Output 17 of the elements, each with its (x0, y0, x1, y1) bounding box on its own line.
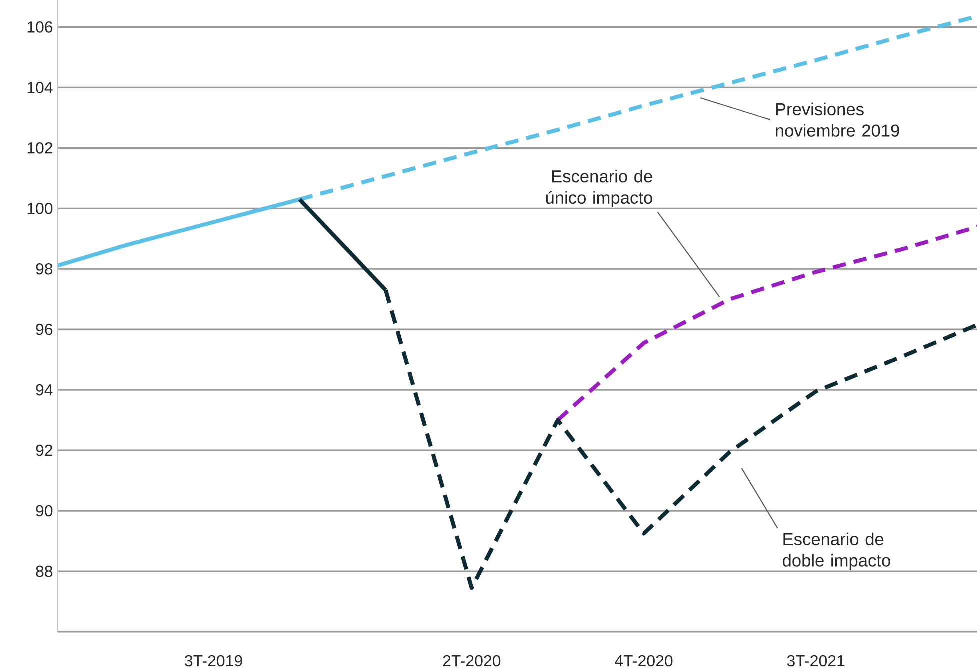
y-tick-label: 96 (36, 324, 53, 336)
y-tick-label: 100 (28, 202, 53, 214)
annotation: Escenario de único impacto (546, 170, 652, 208)
x-tick-label: 4T-2020 (615, 655, 673, 667)
y-tick-label: 90 (36, 505, 53, 517)
y-tick-label: 106 (28, 22, 53, 33)
y-tick-label: 102 (28, 142, 52, 154)
y-tick-label: 94 (36, 384, 53, 396)
y-tick-label: 104 (28, 82, 53, 94)
annotation: Escenario de doble impacto (783, 532, 890, 570)
y-tick-label: 88 (36, 566, 53, 578)
x-tick-label: 2T-2020 (443, 655, 501, 667)
x-tick-label: 3T-2019 (185, 655, 242, 667)
y-tick-label: 92 (36, 444, 52, 456)
y-tick-label: 98 (36, 263, 53, 275)
x-tick-label: 3T-2021 (787, 655, 845, 667)
annotation: Previsiones noviembre 2019 (776, 102, 900, 137)
